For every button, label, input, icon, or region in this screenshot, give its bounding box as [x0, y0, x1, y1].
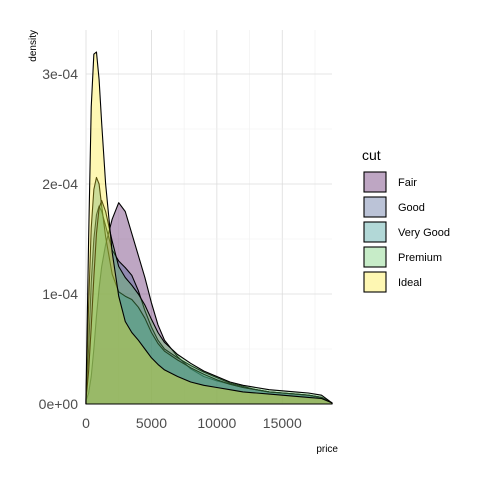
axes: density price 0 5000 10000 15000 0e+00 1e-04 2… [28, 30, 338, 455]
legend-key-good [363, 196, 387, 218]
x-tick-label: 10000 [197, 415, 236, 431]
x-tick-label: 15000 [263, 415, 302, 431]
legend-label-good: Good [398, 202, 425, 214]
legend-key-fair [363, 171, 387, 193]
x-tick-label: 0 [82, 415, 90, 431]
legend: cut Fair Good Very Good Premium Ideal [362, 147, 450, 293]
legend-label-ideal: Ideal [398, 277, 422, 289]
density-area-ideal [85, 51, 333, 405]
grid [85, 30, 332, 405]
legend-label-very-good: Very Good [398, 227, 450, 239]
y-tick-label: 2e-04 [42, 176, 78, 192]
x-tick-label: 5000 [136, 415, 167, 431]
legend-title: cut [362, 147, 381, 163]
y-tick-label: 0e+00 [39, 396, 79, 412]
legend-key-ideal [363, 271, 387, 293]
x-axis-title: price [316, 444, 338, 455]
y-axis-title: density [28, 30, 39, 62]
y-tick-label: 1e-04 [42, 286, 78, 302]
legend-key-premium [363, 246, 387, 268]
density-area-very-good [85, 176, 333, 405]
legend-label-premium: Premium [398, 252, 442, 264]
density-areas [85, 51, 333, 405]
y-tick-label: 3e-04 [42, 66, 78, 82]
legend-label-fair: Fair [398, 177, 417, 189]
legend-key-very-good [363, 221, 387, 243]
